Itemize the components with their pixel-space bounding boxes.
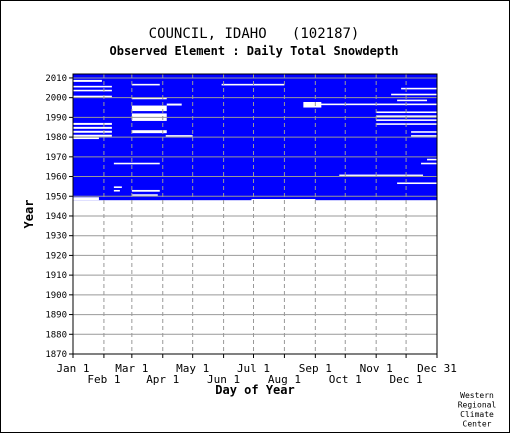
missing-data-band [73,197,99,201]
missing-data-band [421,162,437,165]
missing-data-band [339,174,424,176]
x-tick-label: Mar 1 [115,362,148,375]
missing-data-band [131,97,167,100]
y-tick-label: 1870 [45,350,67,360]
x-axis-label: Day of Year [215,383,294,397]
y-tick-label: 1950 [45,192,67,202]
y-tick-label: 1910 [45,271,67,281]
x-tick-labels: Jan 1 Mar 1 May 1 Jul 1 Sep 1 Nov 1 Dec 31 Feb … [56,354,457,386]
missing-data-band [73,85,112,88]
y-tick-label: 1930 [45,232,67,242]
missing-data-band [113,186,122,188]
y-tick-label: 1960 [45,173,67,183]
missing-data-band [73,122,112,125]
missing-data-band [411,135,437,137]
missing-data-band [376,119,437,121]
y-tick-label: 1920 [45,251,67,261]
y-tick-label: 1880 [45,330,67,340]
x-tick-label: Feb 1 [87,373,120,386]
y-tick-label: 1980 [45,133,67,143]
y-tick-label: 2000 [45,94,67,104]
credit-line: Center [463,420,492,429]
x-tick-label: Jun 1 [207,373,240,386]
x-tick-label: Dec 1 [390,373,423,386]
missing-data-band [131,83,160,86]
missing-data-band [391,93,437,96]
missing-data-band [166,103,182,106]
missing-data-band [73,79,102,82]
missing-data-band [73,134,112,137]
missing-data-band [73,89,112,92]
missing-data-band [73,126,112,129]
missing-data-band [131,189,160,192]
missing-data-band [73,130,112,133]
missing-data-band [131,105,167,112]
missing-data-band [251,199,316,202]
x-tick-label: Jul 1 [237,362,270,375]
missing-data-band [73,137,99,140]
missing-data-band [113,189,120,192]
missing-data-band [131,194,158,196]
y-tick-label: 1900 [45,291,67,301]
missing-data-band [165,135,193,137]
y-tick-label: 1970 [45,153,67,163]
missing-data-band [397,99,428,102]
y-tick-label: 1990 [45,113,67,123]
x-tick-label: May 1 [176,362,209,375]
y-tick-labels: 1870 1880 1890 1900 1910 1920 1930 1940 1950 1960… [45,74,73,360]
credit-line: Climate [460,410,494,419]
x-tick-label: Sep 1 [299,362,332,375]
y-tick-label: 1890 [45,311,67,321]
missing-data-band [113,162,160,165]
missing-data-band [401,87,437,90]
credit-line: Regional [458,401,497,410]
x-tick-label: Dec 31 [417,362,457,375]
x-tick-label: Oct 1 [329,373,362,386]
y-axis-label: Year [22,200,36,229]
x-tick-label: Aug 1 [268,373,301,386]
missing-data-band [73,95,112,98]
credit-line: Western [460,391,494,400]
chart-subtitle: Observed Element : Daily Total Snowdepth [110,44,399,58]
grid-layer [72,74,438,355]
x-tick-label: Apr 1 [146,373,179,386]
missing-data-band [411,131,437,133]
plot-area-border [72,73,438,355]
x-tick-label: Jan 1 [56,362,89,375]
chart-title: COUNCIL, IDAHO (102187) [149,26,360,42]
missing-data-band [397,182,437,185]
missing-data-band [427,158,437,161]
missing-data-band [131,130,167,134]
x-tick-label: Nov 1 [360,362,393,375]
y-tick-label: 2010 [45,74,67,84]
missing-data-band [303,102,322,108]
y-tick-label: 1940 [45,212,67,222]
